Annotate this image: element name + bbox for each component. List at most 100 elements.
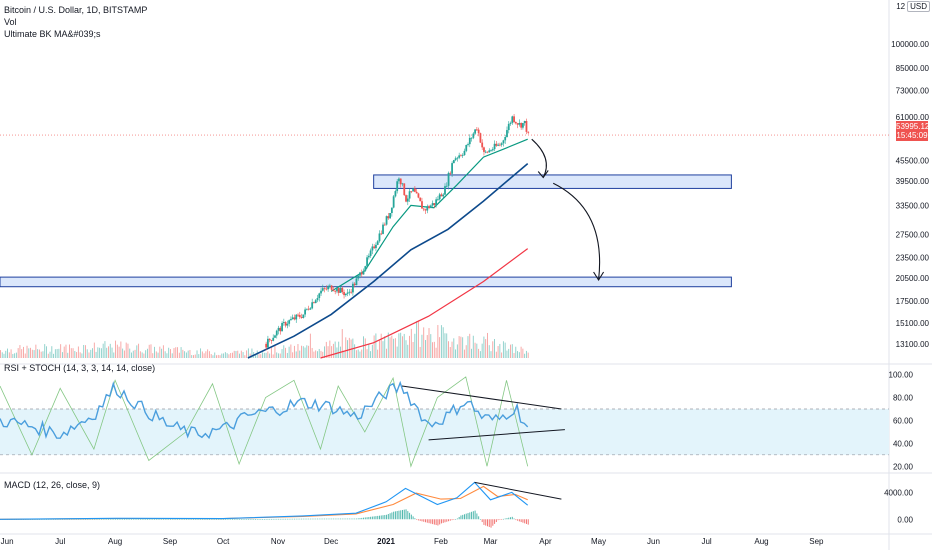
candle-body: [348, 291, 351, 293]
volume-bar: [17, 348, 19, 358]
macd-histogram-bar: [201, 519, 203, 520]
macd-histogram-bar: [72, 519, 74, 520]
volume-bar: [274, 345, 276, 358]
macd-histogram-bar: [485, 519, 487, 526]
volume-bar: [492, 341, 494, 358]
macd-histogram-bar: [56, 519, 58, 520]
macd-histogram-bar: [77, 519, 79, 520]
macd-histogram-bar: [400, 510, 402, 520]
volume-bar: [272, 354, 274, 358]
candle-body: [343, 292, 345, 296]
macd-histogram-bar: [74, 519, 76, 520]
volume-bar: [347, 340, 348, 358]
macd-histogram-bar: [440, 519, 442, 524]
macd-histogram-bar: [97, 519, 99, 520]
candle-body: [419, 197, 422, 202]
volume-bar: [223, 353, 225, 358]
symbol-title[interactable]: Bitcoin / U.S. Dollar, 1D, BITSTAMP: [4, 5, 148, 15]
macd-histogram-bar: [115, 519, 117, 520]
candle-body: [290, 319, 292, 321]
volume-bar: [15, 352, 17, 358]
volume-bar: [162, 345, 164, 358]
volume-bar: [425, 340, 426, 358]
volume-bar: [19, 345, 21, 358]
price-tick-label: 17500.00: [896, 297, 930, 306]
volume-bar: [414, 333, 416, 358]
volume-bar: [60, 344, 62, 358]
volume-bar: [518, 352, 520, 358]
volume-bar: [118, 346, 120, 358]
candle-body: [440, 194, 443, 197]
volume-bar: [76, 352, 78, 358]
volume-bar: [138, 343, 140, 358]
volume-bar: [487, 332, 488, 358]
volume-bar: [164, 351, 166, 358]
macd-histogram-bar: [196, 519, 198, 520]
macd-histogram-bar: [239, 519, 241, 520]
macd-histogram-bar: [166, 519, 168, 520]
candle-body: [422, 208, 425, 210]
macd-histogram-bar: [235, 519, 237, 520]
price-tick-label: 23500.00: [896, 254, 930, 263]
macd-histogram-bar: [525, 519, 527, 524]
volume-bar: [316, 351, 318, 358]
currency-button[interactable]: 12 USD: [896, 1, 930, 12]
candle-body: [304, 309, 306, 315]
volume-bar: [86, 349, 88, 358]
macd-histogram-bar: [132, 519, 134, 520]
candle-body: [284, 322, 287, 326]
candle-body: [502, 140, 505, 144]
ma-legend[interactable]: Ultimate BK MA&#039;s: [4, 29, 101, 39]
currency-prefix: 12: [896, 2, 906, 11]
macd-histogram-bar: [320, 518, 322, 520]
volume-bar: [208, 351, 210, 358]
macd-histogram-bar: [306, 518, 308, 520]
macd-histogram-bar: [389, 513, 391, 520]
macd-histogram-bar: [412, 516, 414, 520]
macd-histogram-bar: [488, 519, 490, 527]
volume-bar: [134, 349, 136, 358]
volume-bar: [35, 344, 37, 358]
macd-histogram-bar: [332, 518, 334, 520]
macd-histogram-bar: [185, 519, 187, 520]
candle-body: [295, 314, 298, 320]
macd-histogram-bar: [286, 518, 288, 520]
volume-bar: [171, 353, 173, 358]
volume-bar: [30, 347, 32, 358]
macd-histogram-bar: [479, 519, 481, 520]
candle-body: [357, 275, 360, 279]
volume-bar: [28, 348, 30, 358]
candle-body: [491, 149, 494, 151]
candle-body: [486, 151, 489, 153]
candle-body: [507, 123, 510, 131]
volume-bar: [148, 344, 150, 358]
macd-histogram-bar: [170, 519, 172, 520]
volume-bar: [279, 353, 281, 358]
macd-histogram-bar: [354, 518, 356, 520]
rsi-legend[interactable]: RSI + STOCH (14, 3, 3, 14, 14, close): [4, 363, 156, 373]
candle-body: [274, 335, 276, 338]
macd-legend[interactable]: MACD (12, 26, close, 9): [4, 480, 101, 490]
macd-histogram-bar: [527, 519, 529, 525]
macd-histogram-bar: [403, 509, 405, 520]
candle-body: [376, 241, 379, 245]
macd-histogram-bar: [378, 515, 380, 520]
candle-body: [488, 150, 491, 153]
candle-body: [454, 158, 457, 161]
volume-legend[interactable]: Vol: [4, 17, 17, 27]
candle-body: [497, 144, 500, 146]
volume-bar: [437, 325, 439, 358]
macd-histogram-bar: [483, 519, 485, 525]
volume-bar: [412, 342, 414, 358]
candle-body: [275, 330, 278, 336]
volume-bar: [102, 343, 104, 358]
candle-body: [475, 129, 478, 131]
volume-bar: [193, 355, 194, 358]
macd-histogram-bar: [157, 519, 159, 520]
candle-body: [428, 206, 430, 208]
price-tick-label: 61000.00: [896, 113, 930, 122]
rsi-tick-label: 60.00: [893, 416, 914, 425]
candle-body: [359, 272, 361, 276]
volume-bar: [100, 348, 102, 358]
